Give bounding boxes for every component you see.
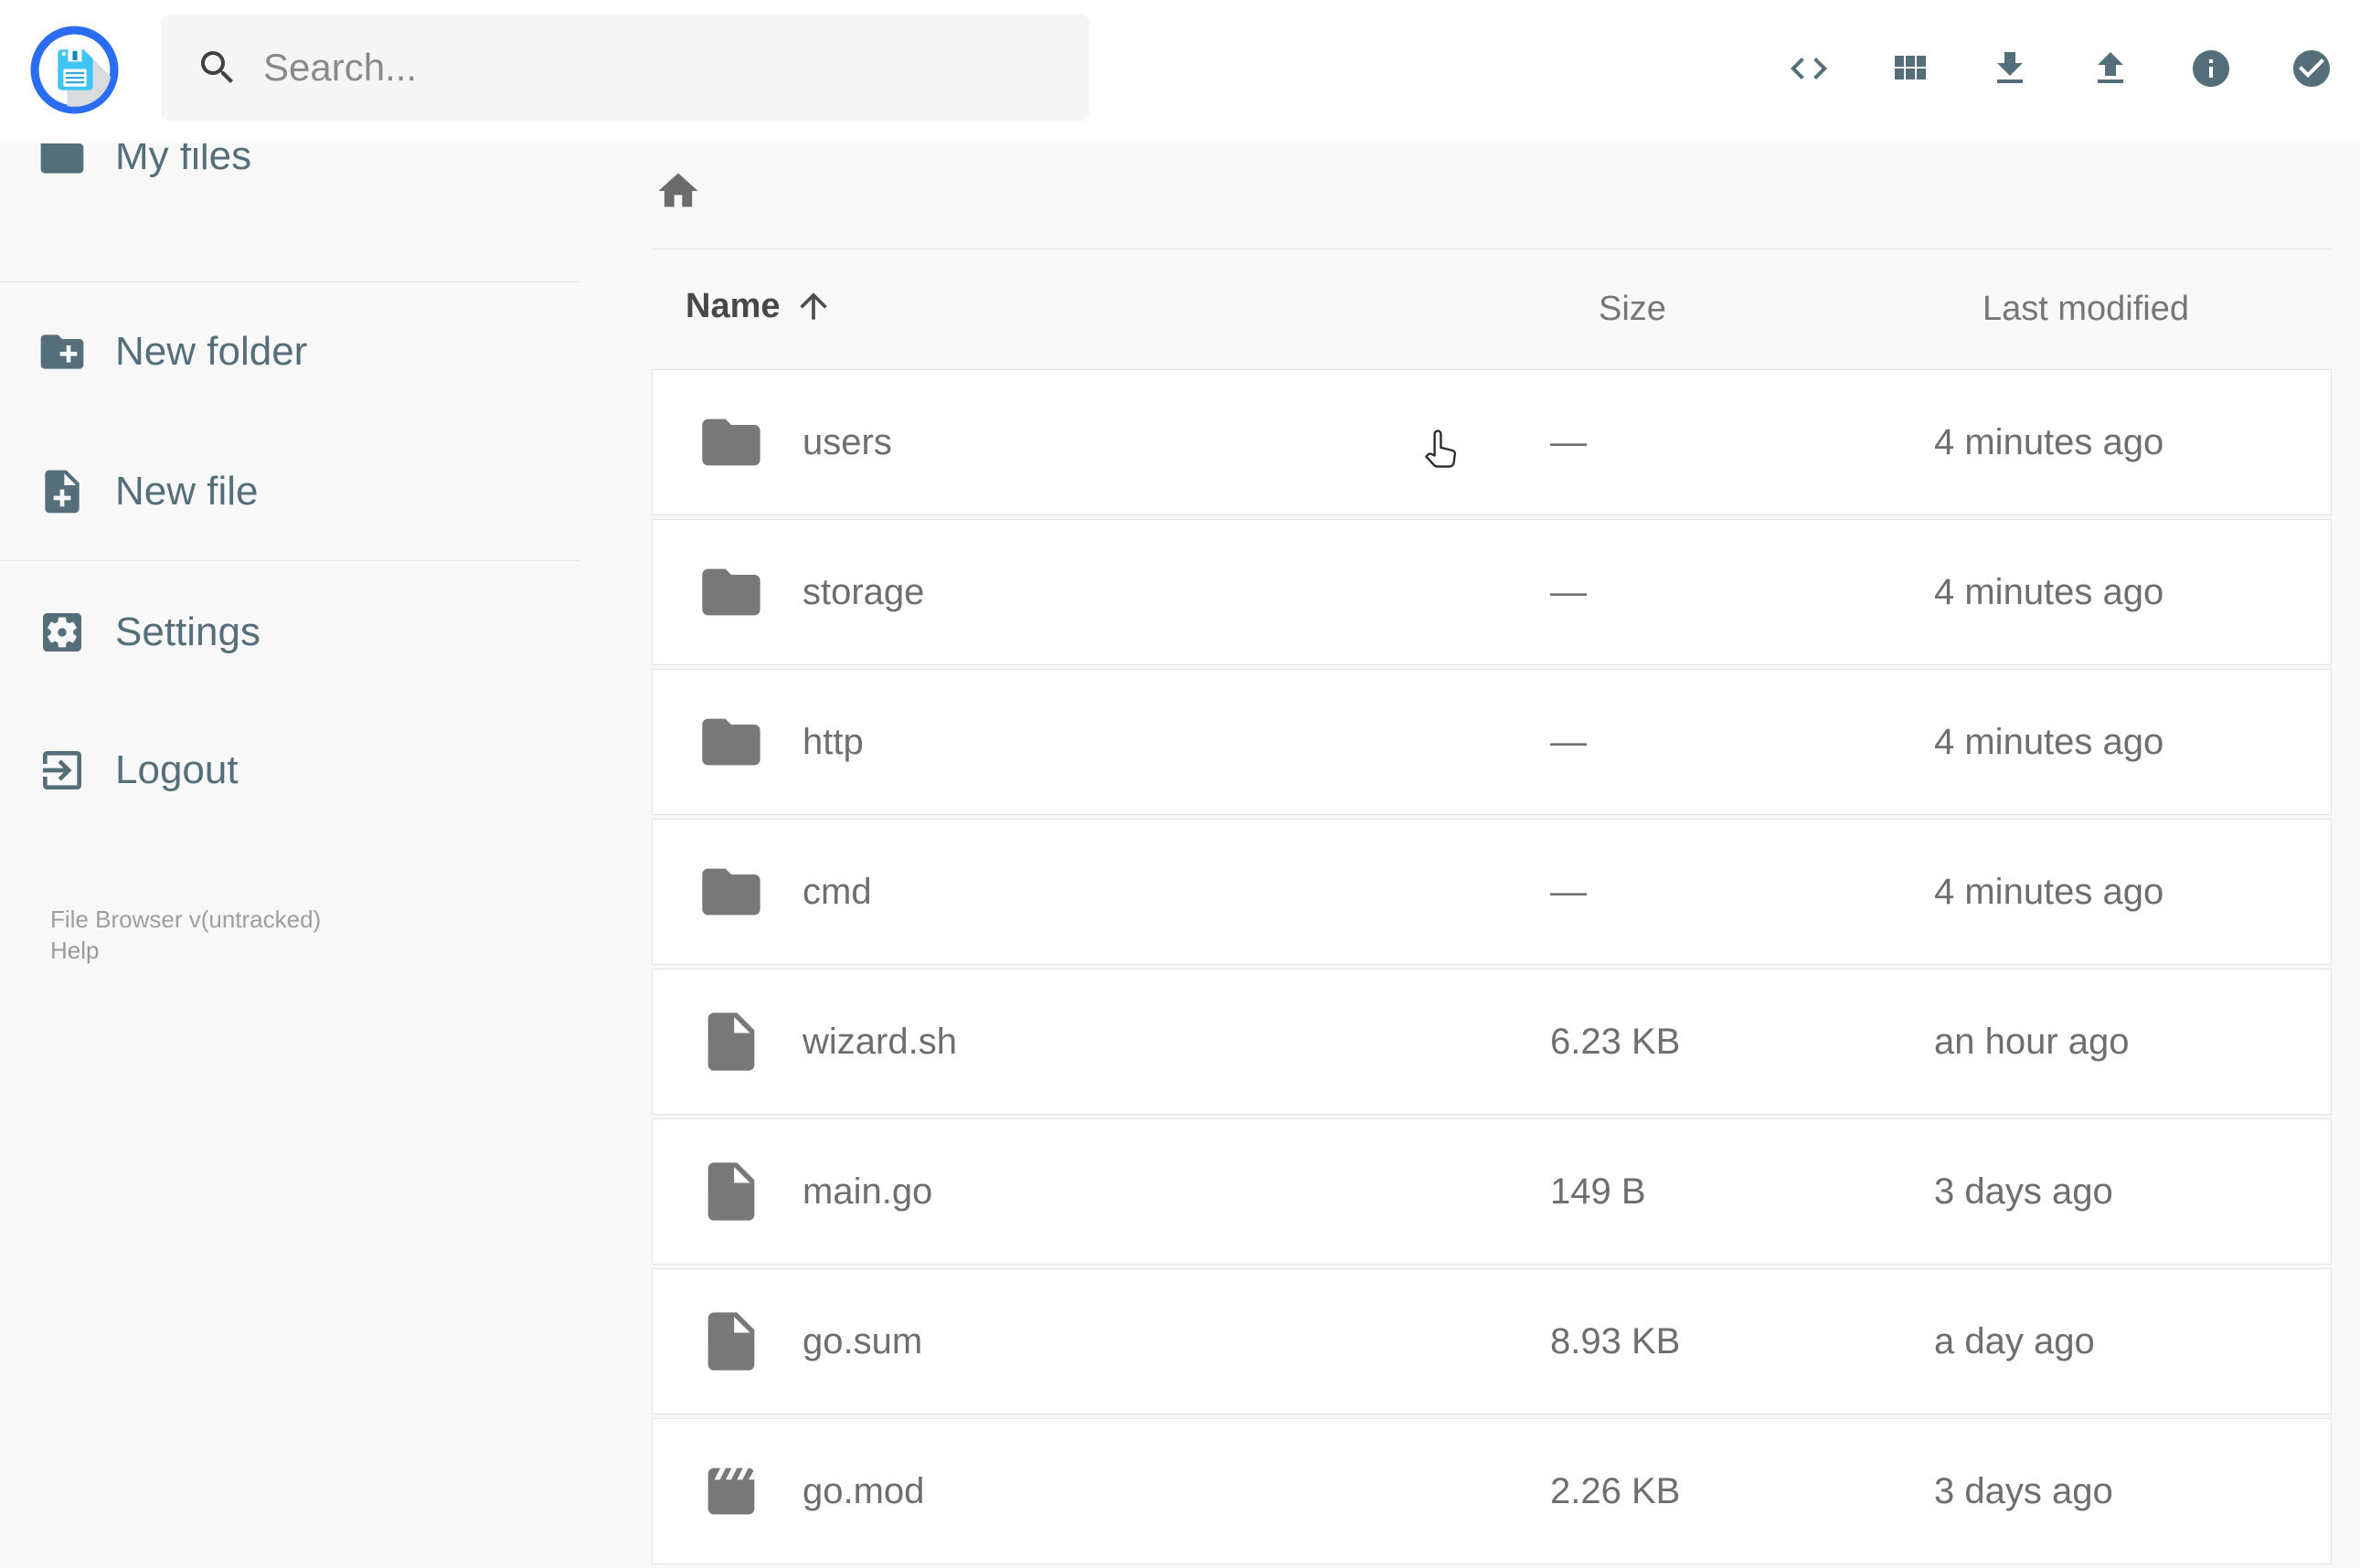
file-name: storage xyxy=(803,571,925,612)
file-size: — xyxy=(1550,421,1587,462)
folder-icon xyxy=(696,408,766,477)
select-multiple-button[interactable] xyxy=(2290,47,2333,90)
file-name: go.sum xyxy=(803,1320,923,1361)
search-input[interactable] xyxy=(263,46,1049,90)
file-name: main.go xyxy=(803,1171,933,1212)
code-icon xyxy=(1787,47,1831,90)
listing-row[interactable]: http — 4 minutes ago xyxy=(652,669,2332,815)
file-name: wizard.sh xyxy=(803,1021,957,1062)
file-modified: 3 days ago xyxy=(1934,1171,2113,1212)
upload-icon xyxy=(2089,47,2132,90)
file-name: http xyxy=(803,721,864,762)
folder-icon xyxy=(696,707,766,777)
movie-icon xyxy=(696,1457,766,1526)
file-modified: 4 minutes ago xyxy=(1934,571,2164,612)
listing-row[interactable]: cmd — 4 minutes ago xyxy=(652,819,2332,965)
app-version: File Browser v(untracked) xyxy=(50,906,322,933)
file-icon xyxy=(696,1157,766,1226)
folder-icon xyxy=(696,557,766,627)
file-modified: a day ago xyxy=(1934,1320,2095,1361)
sidebar-item-new-file[interactable]: New file xyxy=(0,437,600,546)
sidebar-item-new-folder[interactable]: New folder xyxy=(0,297,600,407)
upload-button[interactable] xyxy=(2089,47,2132,90)
folder-icon xyxy=(696,857,766,927)
listing-row[interactable]: wizard.sh 6.23 KB an hour ago xyxy=(652,969,2332,1115)
file-icon xyxy=(696,1307,766,1376)
settings-icon xyxy=(37,607,88,658)
sort-ascending-icon xyxy=(793,286,834,326)
logout-icon xyxy=(37,745,88,796)
file-size: — xyxy=(1550,721,1587,762)
listing-row[interactable]: storage — 4 minutes ago xyxy=(652,519,2332,665)
file-modified: an hour ago xyxy=(1934,1021,2130,1062)
sidebar-item-label: New folder xyxy=(115,329,308,374)
new-file-icon xyxy=(37,466,88,517)
listing-row[interactable]: users — 4 minutes ago xyxy=(652,369,2332,515)
listing-header: Name Size Last modified xyxy=(652,286,2332,337)
check-circle-icon xyxy=(2290,47,2333,90)
file-size: 6.23 KB xyxy=(1550,1021,1681,1062)
file-size: — xyxy=(1550,571,1587,612)
sidebar-footer: File Browser v(untracked) Help xyxy=(50,904,321,966)
sidebar-item-label: Settings xyxy=(115,609,260,654)
column-name-label: Name xyxy=(686,286,781,325)
file-modified: 4 minutes ago xyxy=(1934,721,2164,762)
help-link[interactable]: Help xyxy=(50,937,100,964)
download-icon xyxy=(1988,47,2032,90)
file-modified: 3 days ago xyxy=(1934,1470,2113,1511)
switch-view-button[interactable] xyxy=(1887,47,1931,90)
listing-row[interactable]: go.sum 8.93 KB a day ago xyxy=(652,1268,2332,1414)
file-icon xyxy=(696,1007,766,1076)
sidebar-divider xyxy=(0,281,579,282)
file-size: 2.26 KB xyxy=(1550,1470,1681,1511)
column-header-size[interactable]: Size xyxy=(1599,290,1666,328)
breadcrumb-home-button[interactable] xyxy=(654,167,702,215)
file-size: 8.93 KB xyxy=(1550,1320,1681,1361)
sidebar-item-label: Logout xyxy=(115,747,239,792)
column-header-name[interactable]: Name xyxy=(686,286,834,326)
info-button[interactable] xyxy=(2189,47,2233,90)
search-bar[interactable] xyxy=(161,15,1090,121)
download-button[interactable] xyxy=(1988,47,2032,90)
file-name: cmd xyxy=(803,871,872,912)
sidebar: My files New folder New file Settings Lo… xyxy=(0,133,600,1517)
filebrowser-logo xyxy=(30,26,119,114)
home-icon xyxy=(654,167,702,215)
file-listing: users — 4 minutes ago storage — 4 minute… xyxy=(652,369,2332,1568)
file-size: — xyxy=(1550,871,1587,912)
file-name: users xyxy=(803,421,892,462)
sidebar-item-label: New file xyxy=(115,469,259,514)
sidebar-item-logout[interactable]: Logout xyxy=(0,715,600,825)
listing-row[interactable]: go.mod 2.26 KB 3 days ago xyxy=(652,1418,2332,1564)
main-content: Name Size Last modified users — 4 minute… xyxy=(600,143,2360,1564)
file-modified: 4 minutes ago xyxy=(1934,421,2164,462)
header-actions xyxy=(1787,47,2333,90)
app-header xyxy=(0,0,2360,143)
sidebar-divider xyxy=(0,560,579,561)
column-header-modified[interactable]: Last modified xyxy=(1983,290,2190,328)
search-icon xyxy=(196,46,239,90)
file-modified: 4 minutes ago xyxy=(1934,871,2164,912)
toggle-shell-button[interactable] xyxy=(1787,47,1831,90)
file-name: go.mod xyxy=(803,1470,925,1511)
listing-row[interactable]: main.go 149 B 3 days ago xyxy=(652,1118,2332,1265)
sidebar-item-settings[interactable]: Settings xyxy=(0,577,600,687)
new-folder-icon xyxy=(37,326,88,377)
grid-view-icon xyxy=(1887,47,1931,90)
file-size: 149 B xyxy=(1550,1171,1646,1212)
info-icon xyxy=(2189,47,2233,90)
